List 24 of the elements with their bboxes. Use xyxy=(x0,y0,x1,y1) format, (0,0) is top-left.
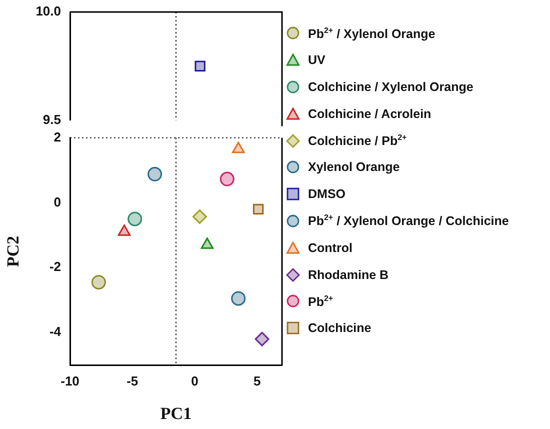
legend-label: DMSO xyxy=(308,187,346,202)
y-tick-label: -2 xyxy=(49,259,61,274)
x-tick-label: 0 xyxy=(191,373,198,388)
y-tick-label: 9.5 xyxy=(42,112,61,127)
legend-label: Colchicine / Xylenol Orange xyxy=(308,80,474,94)
legend-label: Pb$^{2+}$ xyxy=(308,294,334,309)
legend-label: Pb$^{2+}$ / Xylenol Orange / Colchicine xyxy=(308,213,509,229)
legend-label: Colchicine / Acrolein xyxy=(308,106,432,121)
y-tick-label: 10.0 xyxy=(36,4,61,19)
legend-label: Control xyxy=(308,240,352,255)
y-tick-label: -4 xyxy=(49,324,62,340)
x-axis-title: PC1 xyxy=(160,404,192,424)
legend-label: Pb$^{2+}$ / Xylenol Orange xyxy=(308,26,436,41)
legend-label: Colchicine / Pb$^{2+}$ xyxy=(308,133,407,148)
x-tick-label: -5 xyxy=(126,373,138,388)
x-tick-label: 5 xyxy=(253,373,261,388)
y-tick-label: 0 xyxy=(54,194,61,210)
legend-label: UV xyxy=(308,53,326,68)
y-axis-title: PC2 xyxy=(4,236,23,267)
legend-label: Colchicine xyxy=(308,321,372,336)
y-tick-label: 2 xyxy=(54,129,61,144)
x-tick-label: -10 xyxy=(60,373,80,388)
legend-label: Rhodamine B xyxy=(308,268,389,282)
legend-label: Xylenol Orange xyxy=(308,160,400,174)
